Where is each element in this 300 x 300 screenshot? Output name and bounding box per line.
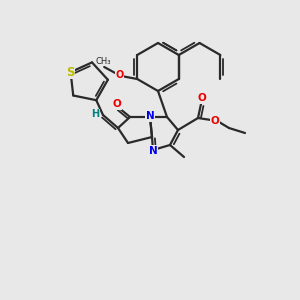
Text: O: O	[112, 99, 122, 109]
Text: O: O	[198, 93, 206, 103]
Text: N: N	[148, 146, 158, 156]
Text: CH₃: CH₃	[95, 56, 111, 65]
Text: N: N	[146, 111, 154, 121]
Text: O: O	[115, 70, 123, 80]
Text: S: S	[66, 66, 75, 79]
Text: O: O	[211, 116, 219, 126]
Text: H: H	[91, 109, 99, 119]
